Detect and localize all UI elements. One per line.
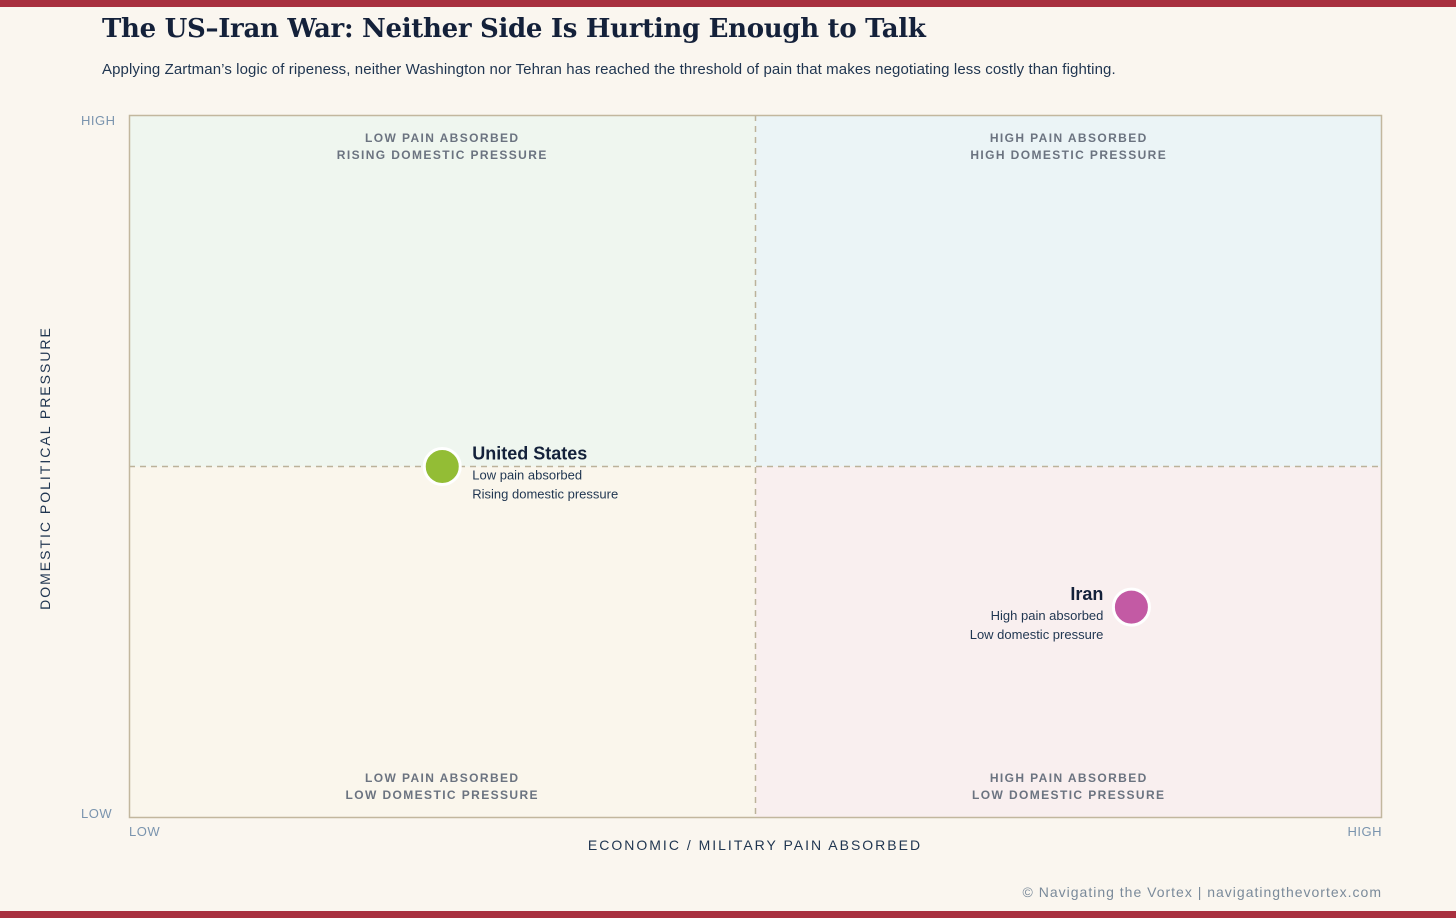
quadrant-top-left (129, 115, 756, 467)
quadrant-label-top-right-line2: HIGH DOMESTIC PRESSURE (970, 148, 1167, 162)
bottom-accent-bar (0, 911, 1456, 918)
quadrant-label-bottom-right-line2: LOW DOMESTIC PRESSURE (972, 788, 1165, 802)
chart-title: The US–Iran War: Neither Side Is Hurting… (102, 14, 926, 44)
x-axis-label: ECONOMIC / MILITARY PAIN ABSORBED (587, 837, 923, 853)
quadrant-bottom-right (755, 466, 1382, 818)
united-states-label: United States (472, 444, 587, 464)
y-tick-high: HIGH (81, 113, 116, 128)
top-accent-bar (0, 0, 1456, 7)
iran-label-line2: Low domestic pressure (970, 627, 1104, 642)
y-axis-label: DOMESTIC POLITICAL PRESSURE (37, 326, 53, 610)
quadrant-top-right (755, 115, 1382, 467)
iran-point (1111, 587, 1151, 627)
quadrant-label-bottom-left-line2: LOW DOMESTIC PRESSURE (346, 788, 539, 802)
iran-label: Iran (1070, 584, 1103, 604)
y-tick-low: LOW (81, 806, 113, 821)
united-states-point (422, 447, 462, 486)
quadrant-chart: LOW PAIN ABSORBED RISING DOMESTIC PRESSUR… (128, 114, 1383, 819)
iran-label-line1: High pain absorbed (991, 608, 1104, 623)
footer-credit: © Navigating the Vortex | navigatingthev… (1022, 884, 1382, 900)
quadrant-label-top-left-line1: LOW PAIN ABSORBED (365, 131, 519, 145)
united-states-label-line2: Rising domestic pressure (472, 487, 618, 502)
chart-subtitle: Applying Zartman’s logic of ripeness, ne… (102, 61, 1116, 78)
plot-frame (128, 114, 1383, 819)
quadrant-label-bottom-left-line1: LOW PAIN ABSORBED (365, 771, 519, 785)
x-tick-high: HIGH (1347, 824, 1382, 839)
quadrant-label-top-left-line2: RISING DOMESTIC PRESSURE (337, 148, 548, 162)
united-states-label-line1: Low pain absorbed (472, 468, 582, 483)
quadrant-label-bottom-right-line1: HIGH PAIN ABSORBED (990, 771, 1148, 785)
quadrant-label-top-right-line1: HIGH PAIN ABSORBED (990, 131, 1148, 145)
x-tick-low: LOW (129, 824, 161, 839)
quadrant-bottom-left (129, 466, 756, 818)
